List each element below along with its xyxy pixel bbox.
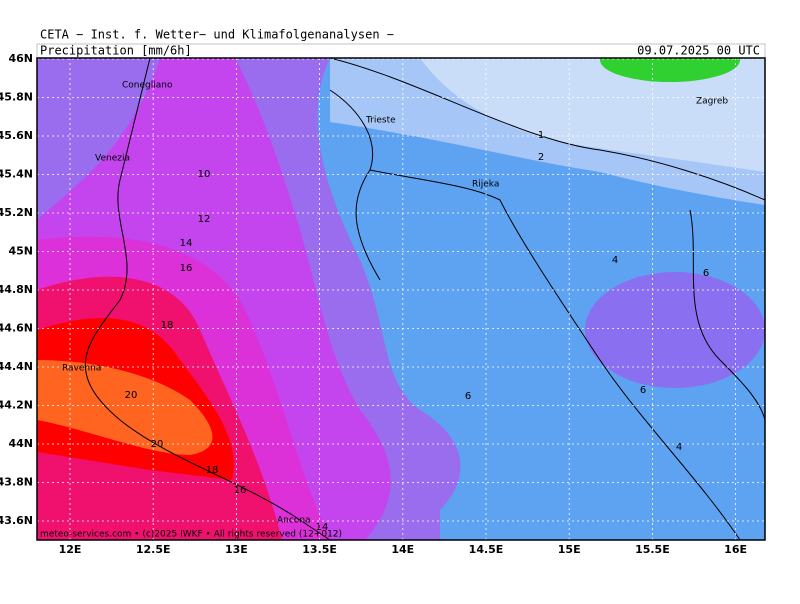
contour-label: 18 xyxy=(206,465,219,476)
lat-label: 44.2N xyxy=(0,399,33,412)
lon-label: 12.5E xyxy=(136,543,171,556)
lon-label: 13.5E xyxy=(302,543,337,556)
contour-label: 16 xyxy=(180,263,193,274)
contour-label: 2 xyxy=(538,152,544,163)
contour-label: 4 xyxy=(676,442,682,453)
lat-label: 45.8N xyxy=(0,91,33,104)
contour-label: 1 xyxy=(538,130,544,141)
city-label: Ancona xyxy=(277,516,311,526)
grid xyxy=(37,58,765,540)
city-label: Venezia xyxy=(95,154,130,164)
city-label: Conegliano xyxy=(122,81,173,91)
contour-label: 6 xyxy=(465,391,471,402)
city-label: Zagreb xyxy=(696,97,728,107)
city-label: Trieste xyxy=(365,116,396,126)
lon-label: 16E xyxy=(724,543,747,556)
lon-label: 15E xyxy=(558,543,581,556)
lat-label: 43.6N xyxy=(0,514,33,527)
lat-label: 45.4N xyxy=(0,168,33,181)
lat-label: 44.6N xyxy=(0,322,33,335)
contour-label: 20 xyxy=(125,390,138,401)
footer-credit: meteo-services.com • (c)2025 IWKF • All … xyxy=(40,530,342,540)
contour-label: 12 xyxy=(198,214,211,225)
lat-label: 44N xyxy=(8,437,33,450)
contour-label: 18 xyxy=(161,320,174,331)
map-frame xyxy=(36,57,766,541)
city-label: Rijeka xyxy=(472,180,499,190)
precip-field xyxy=(37,58,765,540)
field-name: Precipitation [mm/6h] xyxy=(40,44,192,58)
lat-label: 45.2N xyxy=(0,206,33,219)
lon-label: 15.5E xyxy=(635,543,670,556)
lon-label: 12E xyxy=(59,543,82,556)
lon-label: 13E xyxy=(225,543,248,556)
lat-label: 43.8N xyxy=(0,476,33,489)
contour-label: 6 xyxy=(640,385,646,396)
lat-label: 45.6N xyxy=(0,129,33,142)
contour-label: 4 xyxy=(612,255,618,266)
lon-label: 14E xyxy=(391,543,414,556)
lon-label: 14.5E xyxy=(469,543,504,556)
contour-label: 10 xyxy=(198,169,211,180)
lat-label: 44.4N xyxy=(0,360,33,373)
contour-label: 14 xyxy=(180,238,193,249)
city-label: Ravenna xyxy=(62,364,101,374)
contour-label: 14 xyxy=(316,522,329,533)
lat-label: 45N xyxy=(8,245,33,258)
contour-label: 6 xyxy=(703,268,709,279)
valid-time: 09.07.2025 00 UTC xyxy=(637,44,760,58)
contour-label: 16 xyxy=(234,485,247,496)
header-title: CETA − Inst. f. Wetter− und Klimafolgena… xyxy=(40,28,394,42)
lat-label: 44.8N xyxy=(0,283,33,296)
contour-label: 20 xyxy=(151,439,164,450)
lat-label: 46N xyxy=(8,52,33,65)
